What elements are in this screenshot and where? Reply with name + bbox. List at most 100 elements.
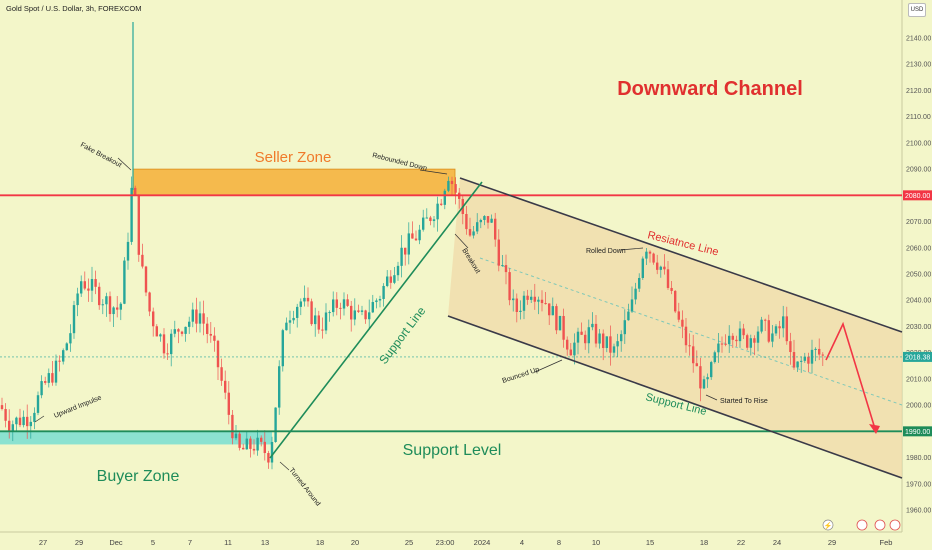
candle-body — [0, 405, 4, 409]
candle-body — [296, 306, 299, 318]
candle-body — [206, 323, 209, 334]
time-tick-label: 23:00 — [436, 538, 455, 547]
candle-body — [414, 238, 418, 241]
symbol-title[interactable]: Gold Spot / U.S. Dollar, 3h, FOREXCOM — [6, 4, 142, 13]
candle-body — [98, 286, 101, 306]
candle-body — [123, 260, 126, 304]
candle-body — [652, 253, 655, 263]
candle-body — [749, 338, 752, 348]
time-tick-label: 10 — [592, 538, 600, 547]
candle-body — [242, 447, 245, 450]
price-badge-label: 1990.00 — [905, 429, 930, 436]
candle-body — [263, 441, 266, 454]
candle-body — [378, 298, 382, 301]
us-flag-icon[interactable] — [856, 519, 868, 531]
price-tick-label: 2070.00 — [906, 219, 931, 226]
currency-button[interactable]: USD — [908, 3, 926, 17]
candle-body — [191, 309, 194, 322]
candle-body — [710, 362, 713, 378]
candle-body — [548, 303, 551, 316]
candle-body — [476, 222, 479, 232]
candle-body — [353, 310, 356, 320]
candle-body — [738, 328, 742, 342]
candle-body — [598, 333, 601, 344]
candle-body — [249, 438, 252, 449]
candle-body — [202, 313, 205, 324]
channel-resistance-line[interactable] — [459, 177, 903, 333]
time-tick-label: 18 — [700, 538, 708, 547]
candle-body — [774, 326, 778, 334]
candle-body — [530, 296, 533, 300]
candle-body — [152, 311, 155, 327]
time-tick-label: 7 — [188, 538, 192, 547]
us-flag-icon-3[interactable] — [889, 519, 901, 531]
support-level-label: Support Level — [403, 442, 502, 459]
candle-body — [116, 307, 119, 310]
candle-body — [616, 341, 619, 347]
candle-body — [519, 310, 522, 312]
buyer-zone-label: Buyer Zone — [97, 468, 180, 485]
candle-body — [429, 217, 432, 222]
candle-body — [641, 258, 644, 278]
lightning-glyph: ⚡ — [824, 521, 833, 530]
candle-body — [69, 333, 72, 344]
candle-body — [674, 290, 677, 312]
candle-body — [760, 319, 763, 332]
candle-body — [623, 320, 626, 335]
candle-body — [634, 288, 637, 300]
time-tick-label: 15 — [646, 538, 654, 547]
time-axis[interactable]: 27 29 Dec 5 7 11 13 18 20 25 23:00 2024 4 8 10 15 18 22 24… — [39, 538, 893, 547]
candle-body — [274, 407, 277, 442]
candle-body — [216, 340, 220, 368]
candle-body — [180, 331, 184, 334]
price-badge — [903, 426, 932, 437]
candle-body — [472, 231, 475, 236]
price-tick-label: 2000.00 — [906, 403, 931, 410]
price-tick-label: 2100.00 — [906, 140, 931, 147]
lightning-icon[interactable] — [822, 519, 834, 531]
candle-body — [306, 297, 310, 302]
candle-body — [148, 292, 151, 312]
candle-body — [29, 421, 32, 427]
candle-body — [335, 299, 338, 308]
us-flag-icon-2[interactable] — [874, 519, 886, 531]
candle-body — [245, 438, 248, 450]
candle-body — [659, 266, 662, 270]
candle-body — [490, 218, 493, 223]
time-tick-label: 24 — [773, 538, 781, 547]
candle-body — [292, 317, 295, 321]
candle-body — [134, 187, 137, 195]
candle-body — [141, 254, 144, 267]
candle-body — [800, 360, 803, 362]
candle-body — [346, 299, 349, 306]
channel-midline — [479, 257, 903, 406]
price-tick-label: 1980.00 — [906, 455, 931, 462]
candle-body — [317, 315, 320, 330]
price-tick-label: 2050.00 — [906, 272, 931, 279]
candle-body — [130, 187, 133, 242]
candle-body — [778, 326, 781, 329]
candle-body — [501, 265, 504, 267]
candle-body — [609, 336, 612, 353]
candle-body — [591, 323, 594, 328]
price-tick-label: 1970.00 — [906, 481, 931, 488]
channel-support-line[interactable] — [447, 315, 903, 479]
candle-body — [731, 335, 734, 340]
candle-body — [796, 361, 799, 368]
candle-body — [663, 266, 666, 270]
candle-body — [821, 354, 824, 356]
candle-body — [270, 441, 274, 463]
candle-body — [666, 269, 670, 288]
candle-body — [40, 381, 43, 396]
candle-body — [803, 356, 806, 361]
candle-body — [137, 194, 140, 255]
candle-body — [717, 343, 720, 353]
candle-body — [342, 299, 346, 309]
candle-body — [238, 433, 241, 448]
rising-support-line[interactable] — [269, 181, 483, 459]
candle-body — [418, 229, 421, 241]
candle-body — [742, 328, 745, 336]
price-badge — [903, 190, 932, 201]
